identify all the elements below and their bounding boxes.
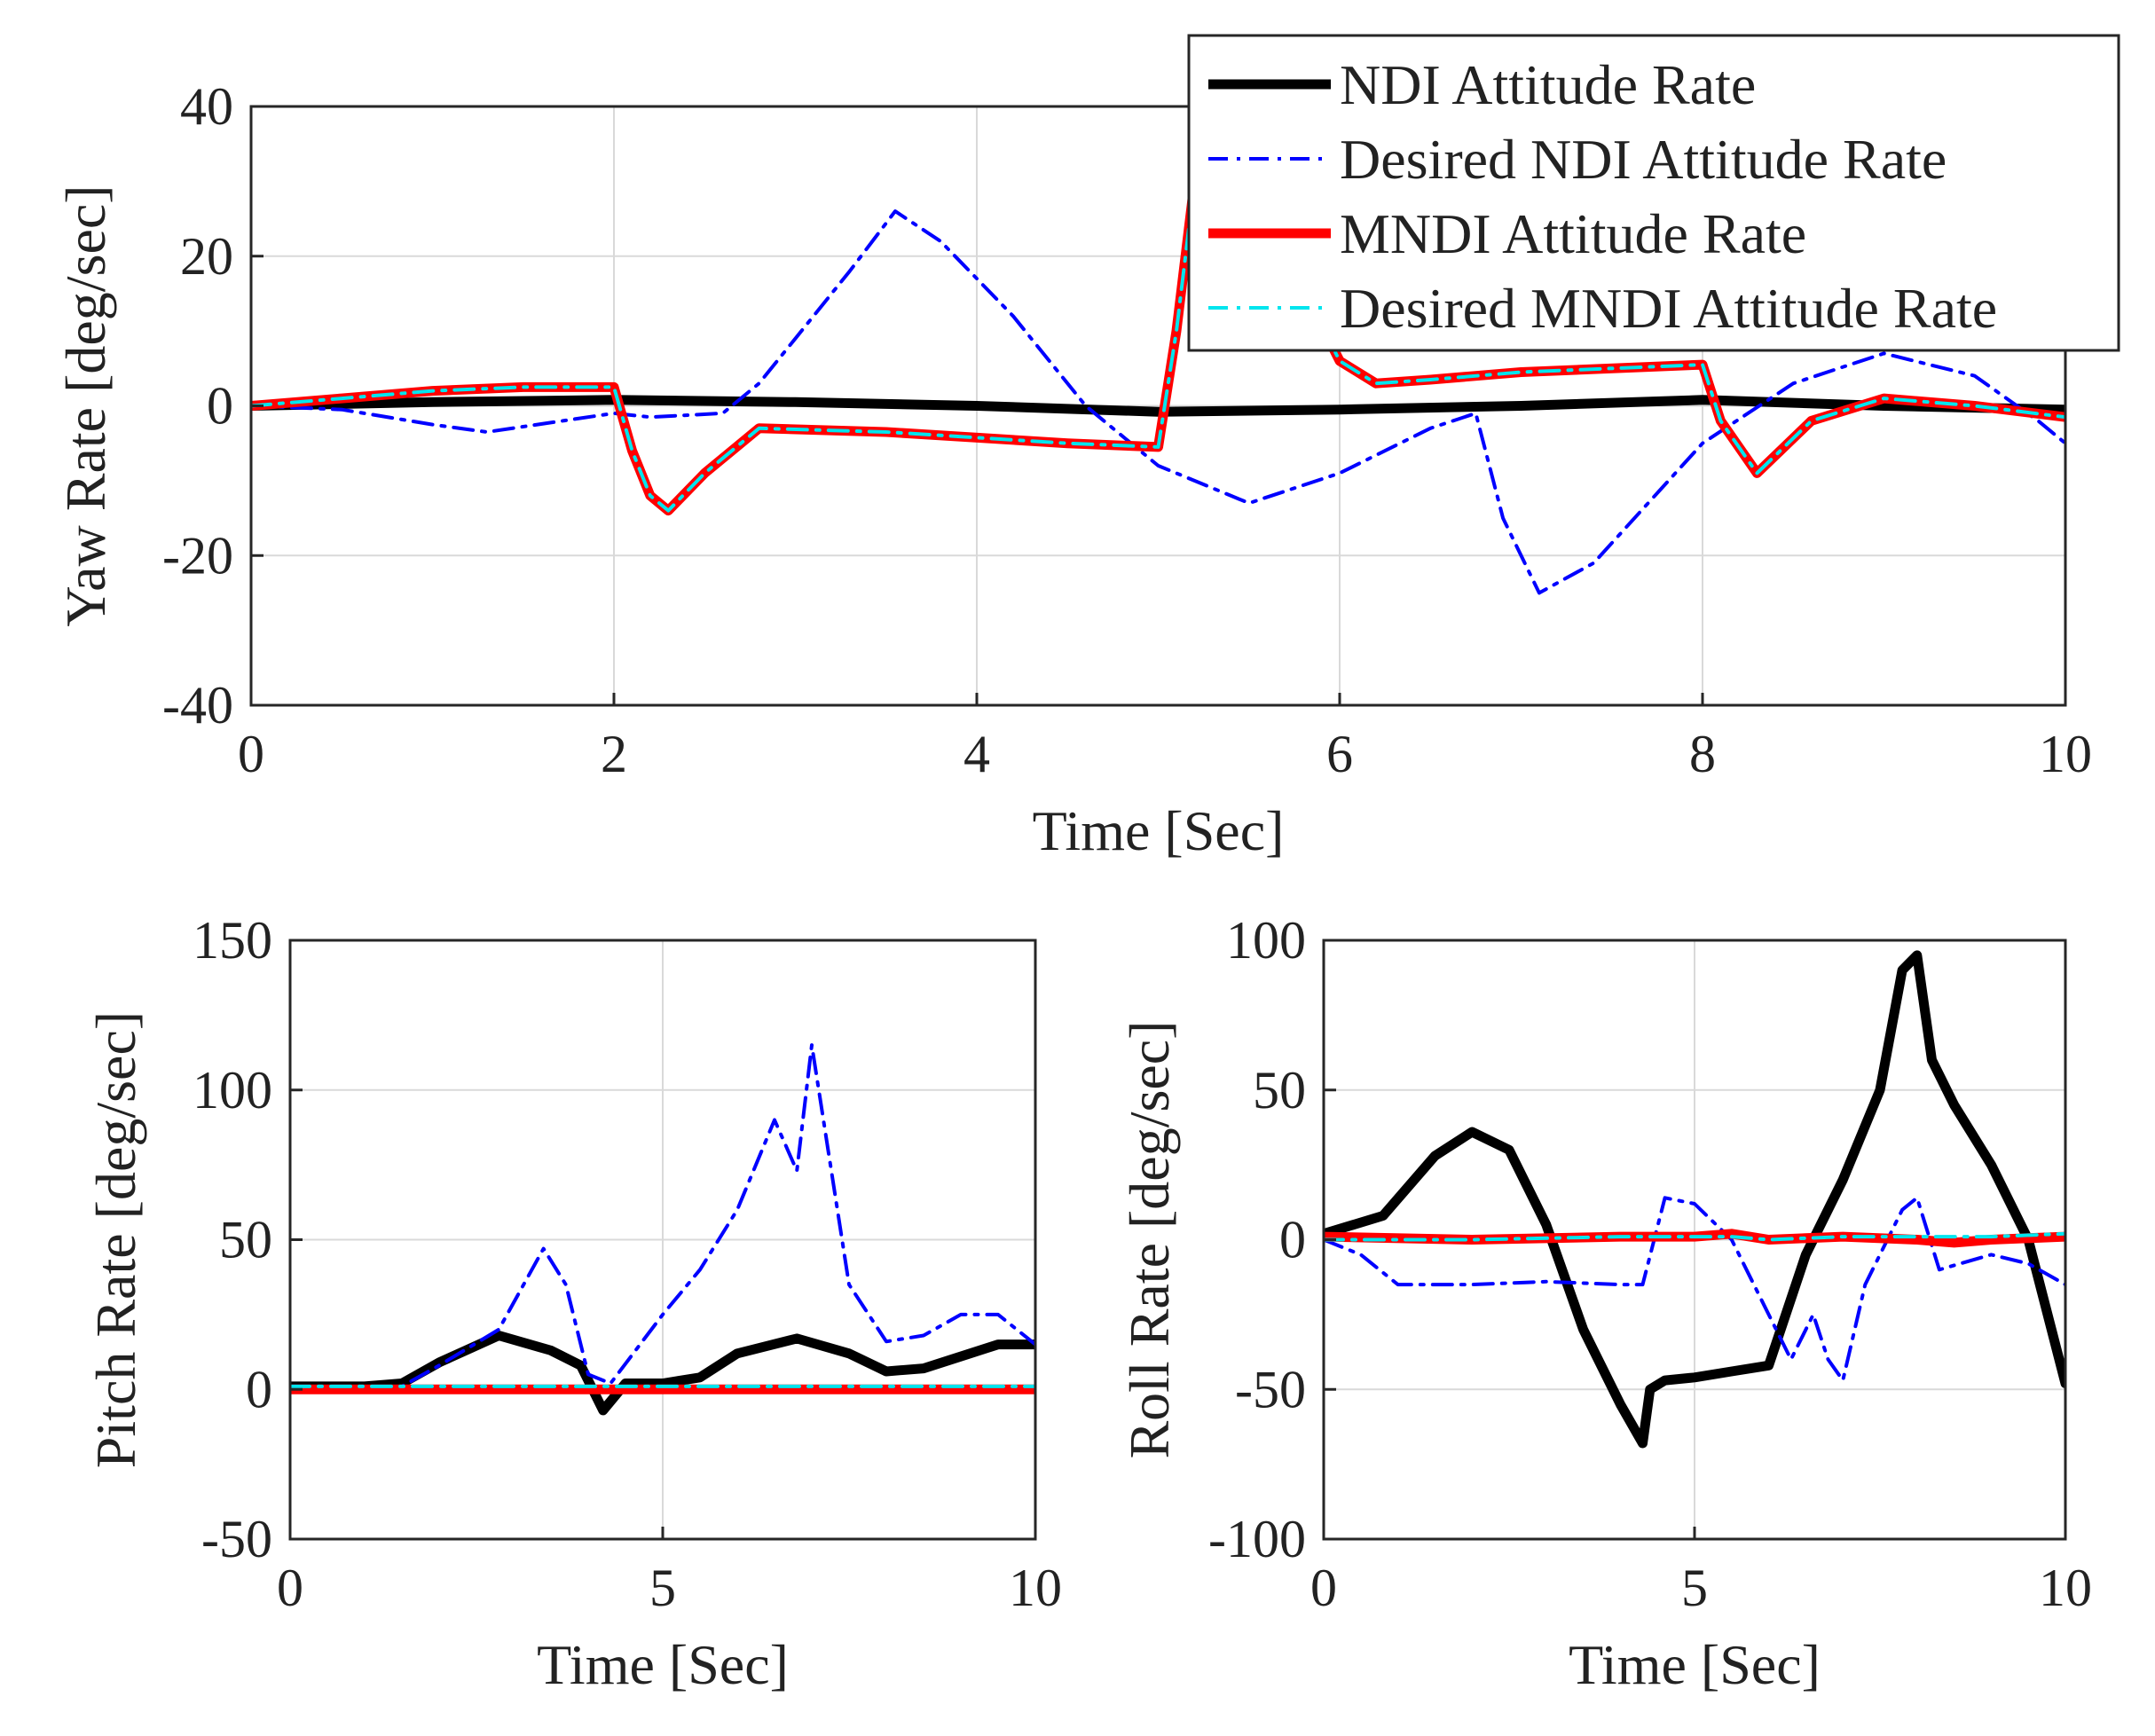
roll-ylabel: Roll Rate [deg/sec] bbox=[1118, 1020, 1181, 1458]
pitch-ytick-label: 100 bbox=[193, 1061, 272, 1119]
pitch-series-ndi-attitude-rate bbox=[290, 1331, 1035, 1416]
yaw-ytick-label: 0 bbox=[207, 377, 233, 436]
yaw-ytick-label: 40 bbox=[180, 77, 233, 136]
roll-ytick-label: -50 bbox=[1235, 1360, 1306, 1418]
pitch-series-group bbox=[290, 1043, 1035, 1416]
roll-ytick-label: 0 bbox=[1279, 1211, 1306, 1269]
pitch-ytick-label: -50 bbox=[201, 1510, 272, 1568]
legend-entry: NDI Attitude Rate bbox=[1340, 53, 1756, 116]
pitch-xtick-label: 5 bbox=[649, 1559, 676, 1617]
roll-ytick-label: -100 bbox=[1208, 1510, 1306, 1568]
yaw-xlabel: Time [Sec] bbox=[1033, 799, 1285, 862]
legend: NDI Attitude Rate Desired NDI Attitude Ra… bbox=[1187, 34, 2120, 352]
roll-series-ndi-attitude-rate bbox=[1324, 950, 2065, 1449]
yaw-xtick-label: 4 bbox=[963, 725, 990, 783]
roll-series-group bbox=[1324, 950, 2065, 1449]
pitch-xtick-label: 10 bbox=[1009, 1559, 1062, 1617]
roll-xtick-label: 5 bbox=[1681, 1559, 1708, 1617]
roll-xtick-label: 0 bbox=[1310, 1559, 1337, 1617]
yaw-series-ndi-attitude-rate bbox=[251, 395, 2065, 417]
roll-ytick-label: 50 bbox=[1253, 1061, 1306, 1119]
yaw-xtick-label: 10 bbox=[2039, 725, 2092, 783]
yaw-chart: 0 2 4 6 8 10 -40 -20 0 20 40 Time [Sec] Yaw Rate [de… bbox=[54, 34, 2120, 862]
pitch-xtick-label: 0 bbox=[277, 1559, 303, 1617]
roll-series-desired-ndi-attitude-rate bbox=[1324, 1196, 2065, 1383]
pitch-ylabel: Pitch Rate [deg/sec] bbox=[84, 1011, 147, 1468]
legend-box bbox=[1187, 34, 2120, 352]
pitch-xlabel: Time [Sec] bbox=[537, 1633, 789, 1696]
pitch-ytick-label: 50 bbox=[219, 1211, 272, 1269]
yaw-ytick-label: -40 bbox=[162, 676, 233, 734]
roll-chart: 0 5 10 -100 -50 0 50 100 Time [Sec] Roll Rate [de… bbox=[1118, 911, 2092, 1696]
legend-entry: MNDI Attitude Rate bbox=[1340, 202, 1806, 265]
yaw-xtick-label: 8 bbox=[1689, 725, 1716, 783]
roll-series-desired-mndi-attitude-rate bbox=[1324, 1231, 2065, 1242]
yaw-series-group bbox=[251, 176, 2065, 595]
pitch-ytick-label: 150 bbox=[193, 911, 272, 970]
pitch-series-desired-ndi-attitude-rate bbox=[290, 1043, 1035, 1388]
roll-xlabel: Time [Sec] bbox=[1569, 1633, 1821, 1696]
yaw-xtick-label: 0 bbox=[238, 725, 264, 783]
yaw-series-desired-ndi-attitude-rate bbox=[251, 209, 2065, 595]
yaw-ylabel: Yaw Rate [deg/sec] bbox=[54, 185, 117, 626]
legend-entry: Desired NDI Attitude Rate bbox=[1340, 128, 1947, 191]
yaw-ytick-label: -20 bbox=[162, 526, 233, 585]
yaw-ytick-label: 20 bbox=[180, 227, 233, 286]
yaw-xtick-label: 6 bbox=[1326, 725, 1353, 783]
yaw-xtick-label: 2 bbox=[601, 725, 627, 783]
pitch-ytick-label: 0 bbox=[246, 1360, 272, 1418]
roll-xtick-label: 10 bbox=[2039, 1559, 2092, 1617]
legend-entry: Desired MNDI Attitude Rate bbox=[1340, 277, 1997, 340]
yaw-series-desired-mndi-attitude-rate bbox=[251, 179, 2065, 513]
roll-ytick-label: 100 bbox=[1226, 911, 1306, 970]
